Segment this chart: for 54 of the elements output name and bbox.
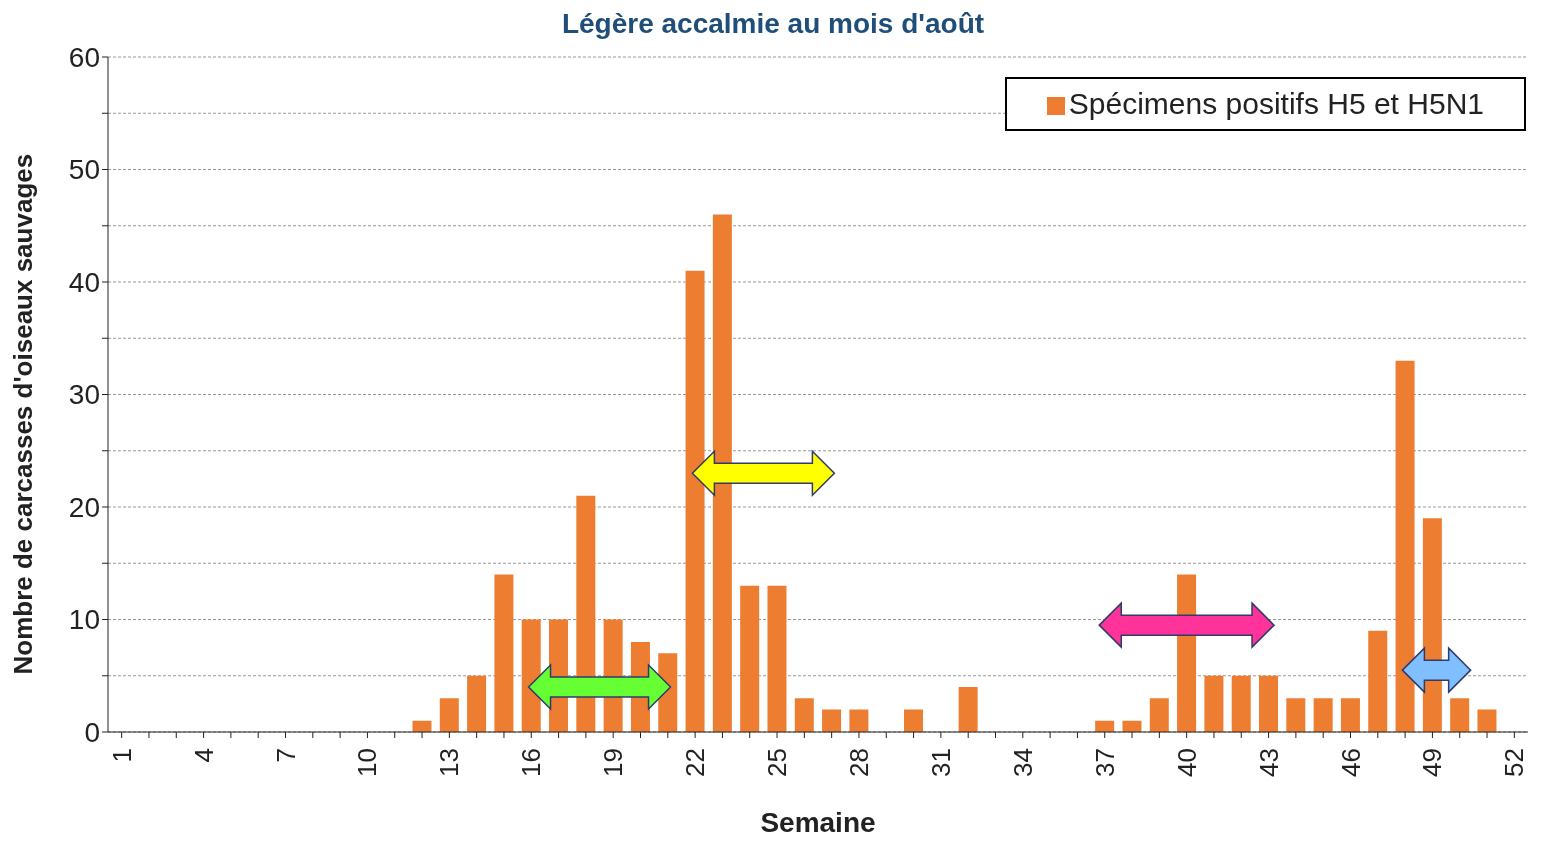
bar bbox=[1477, 709, 1497, 732]
bar bbox=[849, 709, 869, 732]
bar bbox=[1313, 698, 1333, 732]
x-tick-label: 43 bbox=[1253, 748, 1284, 777]
x-tick-label: 28 bbox=[843, 748, 874, 777]
x-tick-label: 49 bbox=[1417, 748, 1448, 777]
bar bbox=[958, 687, 978, 732]
bar bbox=[439, 698, 459, 732]
bar bbox=[822, 709, 842, 732]
bar bbox=[521, 619, 541, 732]
y-tick-label: 60 bbox=[68, 41, 100, 73]
bar bbox=[467, 675, 487, 732]
y-axis-title: Nombre de carcasses d'oiseaux sauvages bbox=[8, 153, 39, 675]
x-tick-label: 13 bbox=[434, 748, 465, 777]
chart-title: Légère accalmie au mois d'août bbox=[560, 8, 986, 41]
x-tick-label: 25 bbox=[762, 748, 793, 777]
y-tick-label: 50 bbox=[68, 154, 100, 186]
bar bbox=[1450, 698, 1470, 732]
bar bbox=[1204, 675, 1224, 732]
x-tick-label: 34 bbox=[1007, 748, 1038, 777]
bar bbox=[1259, 675, 1279, 732]
y-tick-label: 40 bbox=[68, 266, 100, 298]
x-tick-label: 4 bbox=[188, 748, 219, 763]
x-tick-label: 37 bbox=[1089, 748, 1120, 777]
x-tick-label: 52 bbox=[1499, 748, 1530, 777]
x-tick-label: 31 bbox=[925, 748, 956, 777]
bar bbox=[1231, 675, 1251, 732]
x-tick-label: 46 bbox=[1335, 748, 1366, 777]
bar bbox=[1149, 698, 1169, 732]
y-tick-label: 30 bbox=[68, 379, 100, 411]
bar bbox=[1395, 360, 1415, 732]
y-tick-label: 10 bbox=[68, 604, 100, 636]
bar bbox=[576, 495, 596, 732]
bar bbox=[904, 709, 924, 732]
bar bbox=[712, 214, 732, 732]
bar bbox=[685, 270, 705, 732]
x-tick-label: 7 bbox=[270, 748, 301, 763]
y-tick-label: 0 bbox=[84, 716, 100, 748]
bar bbox=[1286, 698, 1306, 732]
x-tick-label: 10 bbox=[352, 748, 383, 777]
x-axis-title: Semaine bbox=[760, 807, 876, 838]
x-tick-label: 16 bbox=[516, 748, 547, 777]
x-tick-label: 1 bbox=[106, 748, 137, 763]
bar bbox=[1340, 698, 1360, 732]
y-tick-label: 20 bbox=[68, 491, 100, 523]
x-tick-label: 22 bbox=[680, 748, 711, 777]
x-tick-label: 40 bbox=[1171, 748, 1202, 777]
bar bbox=[767, 585, 787, 732]
bar bbox=[794, 698, 814, 732]
legend-label: Spécimens positifs H5 et H5N1 bbox=[1068, 87, 1484, 120]
x-tick-label: 19 bbox=[598, 748, 629, 777]
bar bbox=[494, 574, 514, 732]
bar bbox=[740, 585, 760, 732]
bar bbox=[1368, 630, 1388, 732]
